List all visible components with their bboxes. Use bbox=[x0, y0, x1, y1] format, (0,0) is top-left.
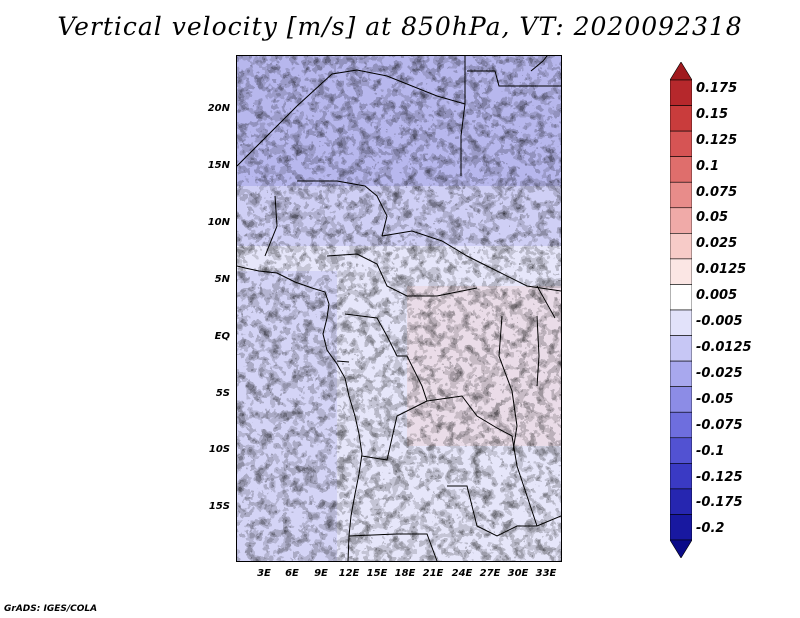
colorbar-label-11: -0.025 bbox=[696, 366, 743, 381]
colorbar-swatch-8 bbox=[670, 258, 692, 285]
colorbar-label-1: 0.15 bbox=[696, 107, 729, 122]
colorbar-swatch-19 bbox=[670, 539, 692, 558]
colorbar-swatch-16 bbox=[670, 463, 692, 490]
lon-label-21e: 21E bbox=[422, 568, 444, 579]
lat-label-eq: EQ bbox=[214, 331, 230, 342]
colorbar-label-0: 0.175 bbox=[696, 81, 738, 96]
lon-label-3e: 3E bbox=[257, 568, 271, 579]
colorbar-swatch-13 bbox=[670, 386, 692, 413]
colorbar-label-7: 0.0125 bbox=[696, 262, 747, 277]
colorbar-label-3: 0.1 bbox=[696, 159, 720, 174]
colorbar-swatch-5 bbox=[670, 181, 692, 209]
colorbar bbox=[670, 62, 692, 558]
velocity-field-map bbox=[237, 56, 561, 561]
colorbar-swatch-18 bbox=[670, 514, 692, 541]
lon-label-6e: 6E bbox=[285, 568, 299, 579]
colorbar-swatch-0 bbox=[670, 62, 692, 81]
colorbar-swatch-12 bbox=[670, 360, 692, 387]
lon-label-30e: 30E bbox=[507, 568, 529, 579]
colorbar-swatch-4 bbox=[670, 156, 692, 183]
colorbar-label-13: -0.075 bbox=[696, 418, 743, 433]
colorbar-swatch-9 bbox=[670, 284, 692, 311]
lat-label-20n: 20N bbox=[207, 103, 230, 114]
map-panel bbox=[236, 55, 562, 562]
lon-label-33e: 33E bbox=[535, 568, 557, 579]
lat-label-5n: 5N bbox=[214, 274, 230, 285]
colorbar-label-2: 0.125 bbox=[696, 133, 738, 148]
lon-label-15e: 15E bbox=[366, 568, 388, 579]
colorbar-label-15: -0.125 bbox=[696, 470, 743, 485]
lat-label-10s: 10S bbox=[208, 444, 230, 455]
colorbar-swatch-3 bbox=[670, 130, 692, 157]
colorbar-label-12: -0.05 bbox=[696, 392, 734, 407]
lat-label-15n: 15N bbox=[207, 160, 230, 171]
colorbar-label-16: -0.175 bbox=[696, 495, 743, 510]
lat-label-10n: 10N bbox=[207, 217, 230, 228]
colorbar-swatch-7 bbox=[670, 233, 692, 260]
colorbar-swatch-15 bbox=[670, 437, 692, 464]
lat-label-15s: 15S bbox=[208, 501, 230, 512]
colorbar-label-4: 0.075 bbox=[696, 185, 738, 200]
chart-title: Vertical velocity [m/s] at 850hPa, VT: 2… bbox=[57, 12, 743, 41]
colorbar-swatch-2 bbox=[670, 105, 692, 132]
lon-label-9e: 9E bbox=[314, 568, 328, 579]
colorbar-swatch-17 bbox=[670, 488, 692, 515]
lon-label-27e: 27E bbox=[479, 568, 501, 579]
colorbar-label-6: 0.025 bbox=[696, 236, 738, 251]
colorbar-label-17: -0.2 bbox=[696, 521, 725, 536]
lon-label-24e: 24E bbox=[451, 568, 473, 579]
colorbar-label-9: -0.005 bbox=[696, 314, 743, 329]
colorbar-swatch-6 bbox=[670, 207, 692, 234]
colorbar-label-14: -0.1 bbox=[696, 444, 725, 459]
colorbar-label-10: -0.0125 bbox=[696, 340, 752, 355]
colorbar-swatch-10 bbox=[670, 309, 692, 336]
colorbar-swatch-1 bbox=[670, 79, 692, 106]
lat-label-5s: 5S bbox=[215, 388, 230, 399]
grads-credit: GrADS: IGES/COLA bbox=[4, 604, 98, 614]
colorbar-label-8: 0.005 bbox=[696, 288, 738, 303]
colorbar-label-5: 0.05 bbox=[696, 210, 729, 225]
colorbar-swatch-14 bbox=[670, 411, 692, 439]
lon-label-18e: 18E bbox=[394, 568, 416, 579]
lon-label-12e: 12E bbox=[338, 568, 360, 579]
colorbar-swatch-11 bbox=[670, 335, 692, 362]
